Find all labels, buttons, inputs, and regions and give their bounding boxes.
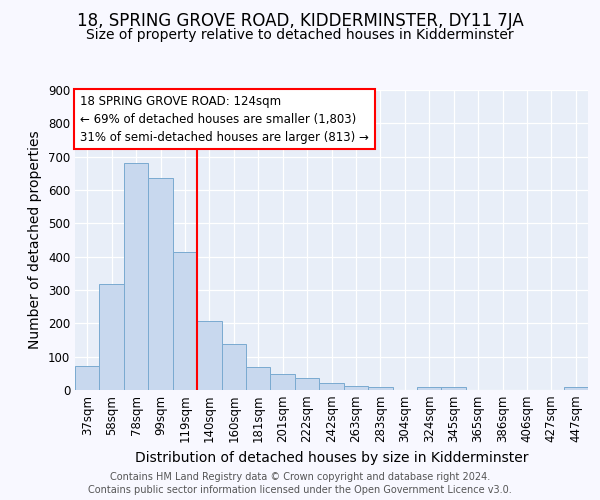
Bar bbox=[295, 378, 319, 390]
Bar bbox=[417, 388, 442, 390]
Bar bbox=[173, 252, 197, 390]
Bar bbox=[124, 164, 148, 390]
Bar bbox=[442, 388, 466, 390]
Bar bbox=[368, 386, 392, 390]
Bar bbox=[271, 374, 295, 390]
Text: Contains HM Land Registry data © Crown copyright and database right 2024.: Contains HM Land Registry data © Crown c… bbox=[110, 472, 490, 482]
Text: Contains public sector information licensed under the Open Government Licence v3: Contains public sector information licen… bbox=[88, 485, 512, 495]
Bar bbox=[197, 320, 221, 390]
Text: Size of property relative to detached houses in Kidderminster: Size of property relative to detached ho… bbox=[86, 28, 514, 42]
Bar bbox=[563, 387, 588, 390]
Bar bbox=[75, 366, 100, 390]
Bar bbox=[100, 284, 124, 390]
Bar bbox=[221, 344, 246, 390]
Bar bbox=[246, 368, 271, 390]
Bar bbox=[148, 178, 173, 390]
Bar bbox=[319, 384, 344, 390]
X-axis label: Distribution of detached houses by size in Kidderminster: Distribution of detached houses by size … bbox=[135, 451, 528, 465]
Text: 18 SPRING GROVE ROAD: 124sqm
← 69% of detached houses are smaller (1,803)
31% of: 18 SPRING GROVE ROAD: 124sqm ← 69% of de… bbox=[80, 94, 369, 144]
Text: 18, SPRING GROVE ROAD, KIDDERMINSTER, DY11 7JA: 18, SPRING GROVE ROAD, KIDDERMINSTER, DY… bbox=[77, 12, 523, 30]
Y-axis label: Number of detached properties: Number of detached properties bbox=[28, 130, 43, 350]
Bar bbox=[344, 386, 368, 390]
